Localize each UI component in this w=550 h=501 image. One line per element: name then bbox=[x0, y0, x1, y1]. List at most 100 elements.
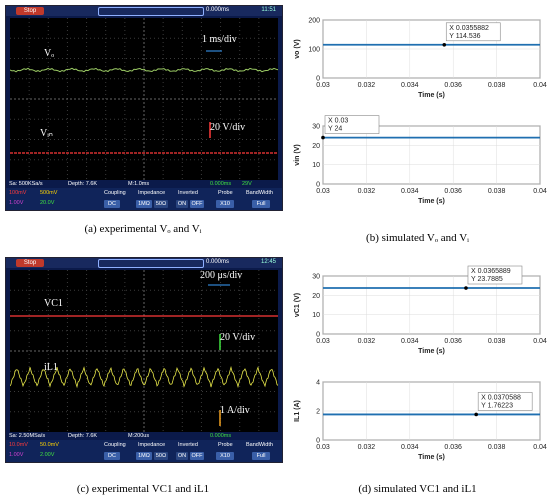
timebase-position-bar bbox=[98, 7, 204, 16]
timebase-position-bar bbox=[98, 259, 204, 268]
probe-x10-button[interactable]: X10 bbox=[216, 200, 234, 208]
y-tick-label: 20 bbox=[312, 143, 320, 150]
x-tick-label: 0.03 bbox=[316, 444, 330, 451]
y-axis-label: IL1 (A) bbox=[294, 400, 301, 422]
y-tick-label: 2 bbox=[316, 409, 320, 416]
scope-top-bar: Stop 0.000ms 11:51 bbox=[6, 6, 282, 16]
channel-menu: 100mV 500mV 1.00V 20.0V Coupling DC Impedance 1… bbox=[6, 188, 282, 210]
inverted-on-button[interactable]: ON bbox=[176, 452, 188, 460]
x-tick-label: 0.036 bbox=[444, 338, 462, 345]
y-axis-label: vC1 (V) bbox=[294, 293, 301, 317]
x-tick-label: 0.03 bbox=[316, 338, 330, 345]
bandwidth-label: BandWidth bbox=[246, 190, 273, 196]
depth: Depth: 7.6K bbox=[68, 181, 98, 187]
caption-c: (c) experimental VC1 and iL1 bbox=[76, 483, 210, 495]
scope-grid bbox=[9, 18, 279, 180]
inverted-off-button[interactable]: OFF bbox=[190, 200, 204, 208]
y-tick-label: 0 bbox=[316, 182, 320, 189]
depth: Depth: 7.6K bbox=[68, 433, 98, 439]
inverted-off-button[interactable]: OFF bbox=[190, 452, 204, 460]
x-tick-label: 0.034 bbox=[401, 444, 419, 451]
bandwidth-full-button[interactable]: Full bbox=[252, 452, 270, 460]
trace-vo bbox=[9, 67, 279, 73]
datatip-box bbox=[324, 115, 380, 134]
scope-screen-a: Stop 0.000ms 11:51 Vₒ Vᵢₙ 1 ms/div 20 V/… bbox=[5, 5, 283, 211]
status-bar: Sa: 2.50MSa/s Depth: 7.6K M:200us 0.000m… bbox=[6, 432, 282, 442]
y-tick-label: 30 bbox=[312, 124, 320, 131]
time-div-label: 1 ms/div bbox=[202, 34, 237, 45]
volt-div-label: 20 V/div bbox=[220, 332, 256, 343]
datatip-box bbox=[445, 22, 501, 42]
y-tick-label: 200 bbox=[308, 18, 320, 25]
ch3-scale: 1.00V bbox=[9, 200, 24, 206]
x-tick-label: 0.038 bbox=[488, 444, 506, 451]
timebase: M:1.0ms bbox=[128, 181, 150, 187]
x-axis-label: Time (s) bbox=[418, 92, 445, 99]
datatip-x: X 0.0355882 bbox=[449, 25, 489, 32]
grid-svg bbox=[9, 18, 279, 180]
trigger-time: 0.000ms bbox=[210, 433, 232, 439]
amp-div-label: 1 A/div bbox=[220, 405, 250, 416]
trace-label-vc1: VC1 bbox=[44, 298, 63, 309]
sample-rate: Sa: 2.50MSa/s bbox=[9, 433, 46, 439]
impedance-50-button[interactable]: 50Ω bbox=[154, 452, 168, 460]
x-tick-label: 0.034 bbox=[401, 82, 419, 89]
impedance-label: Impedance bbox=[138, 442, 166, 448]
y-tick-label: 10 bbox=[312, 312, 320, 319]
datatip-marker bbox=[442, 42, 447, 47]
y-tick-label: 30 bbox=[312, 274, 320, 281]
x-tick-label: 0.038 bbox=[488, 188, 506, 195]
bandwidth-full-button[interactable]: Full bbox=[252, 200, 270, 208]
plot-area bbox=[322, 125, 541, 185]
coupling-dc-button[interactable]: DC bbox=[104, 200, 120, 208]
probe-label: Probe bbox=[218, 190, 233, 196]
impedance-1m-button[interactable]: 1MΩ bbox=[136, 200, 152, 208]
impedance-1m-button[interactable]: 1MΩ bbox=[136, 452, 152, 460]
scope-screen-c: Stop 0.000ms 12:45 VC1 iL1 200 μs/div 20… bbox=[5, 257, 283, 463]
run-state-badge[interactable]: Stop bbox=[16, 7, 44, 15]
x-tick-label: 0.034 bbox=[401, 338, 419, 345]
sample-rate: Sa: 500KSa/s bbox=[9, 181, 43, 187]
x-tick-label: 0.032 bbox=[358, 338, 376, 345]
datatip-marker bbox=[321, 135, 325, 140]
sim-plots-d: 0.03 0.032 0.034 0.036 0.038 0.040102030Time … bbox=[294, 265, 547, 461]
coupling-label: Coupling bbox=[104, 190, 126, 196]
ch3-scale: 1.00V bbox=[9, 452, 24, 458]
datatip-marker bbox=[474, 412, 478, 417]
datatip-box bbox=[477, 392, 533, 411]
y-tick-label: 0 bbox=[316, 76, 320, 83]
datatip-x: X 0.03 bbox=[328, 118, 348, 125]
coupling-label: Coupling bbox=[104, 442, 126, 448]
bandwidth-label: BandWidth bbox=[246, 442, 273, 448]
y-axis-label: vo (V) bbox=[294, 39, 301, 58]
y-tick-label: 0 bbox=[316, 438, 320, 445]
inverted-on-button[interactable]: ON bbox=[176, 200, 188, 208]
clock: 11:51 bbox=[261, 7, 276, 13]
y-tick-label: 100 bbox=[308, 47, 320, 54]
probe-label: Probe bbox=[218, 442, 233, 448]
x-tick-label: 0.04 bbox=[533, 338, 547, 345]
y-tick-label: 20 bbox=[312, 293, 320, 300]
run-state-badge[interactable]: Stop bbox=[16, 259, 44, 267]
coupling-dc-button[interactable]: DC bbox=[104, 452, 120, 460]
time-offset: 0.000ms bbox=[206, 259, 230, 265]
x-tick-label: 0.036 bbox=[444, 82, 462, 89]
datatip-y: Y 23.7885 bbox=[471, 276, 503, 283]
y-axis-label: vin (V) bbox=[294, 144, 301, 165]
x-tick-label: 0.03 bbox=[316, 82, 330, 89]
datatip-marker bbox=[464, 286, 468, 290]
y-tick-label: 4 bbox=[316, 380, 320, 387]
time-offset: 0.000ms bbox=[206, 7, 230, 13]
probe-x10-button[interactable]: X10 bbox=[216, 452, 234, 460]
x-tick-label: 0.032 bbox=[358, 444, 376, 451]
plot-area bbox=[322, 275, 541, 335]
x-axis-label: Time (s) bbox=[418, 348, 445, 355]
x-tick-label: 0.04 bbox=[533, 444, 547, 451]
impedance-50-button[interactable]: 50Ω bbox=[154, 200, 168, 208]
ch2-scale: 50.0mV bbox=[40, 442, 59, 448]
ch4-scale: 2.00V bbox=[40, 452, 55, 458]
scope-top-bar: Stop 0.000ms 12:45 bbox=[6, 258, 282, 268]
x-axis-label: Time (s) bbox=[418, 454, 445, 461]
trigger-time: 0.000ms bbox=[210, 181, 232, 187]
volt-div-label: 20 V/div bbox=[210, 122, 246, 133]
